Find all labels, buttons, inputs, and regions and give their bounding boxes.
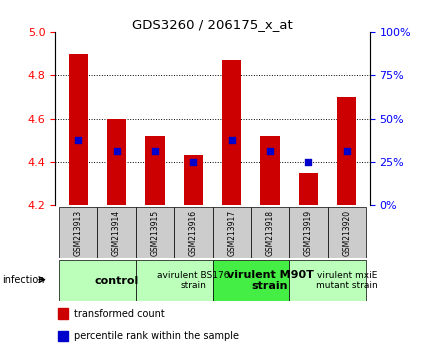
Bar bbox=[251, 207, 289, 258]
Text: GSM213913: GSM213913 bbox=[74, 210, 83, 256]
Text: control: control bbox=[94, 275, 139, 286]
Text: GSM213914: GSM213914 bbox=[112, 210, 121, 256]
Bar bbox=[136, 260, 212, 301]
Bar bbox=[59, 260, 136, 301]
Text: virulent M90T
strain: virulent M90T strain bbox=[227, 270, 314, 291]
Bar bbox=[58, 308, 68, 319]
Text: GSM213917: GSM213917 bbox=[227, 210, 236, 256]
Text: GSM213920: GSM213920 bbox=[342, 210, 351, 256]
Point bbox=[75, 137, 82, 143]
Bar bbox=[136, 207, 174, 258]
Bar bbox=[97, 207, 136, 258]
Title: GDS3260 / 206175_x_at: GDS3260 / 206175_x_at bbox=[132, 18, 293, 31]
Bar bbox=[145, 136, 164, 205]
Bar bbox=[184, 155, 203, 205]
Point bbox=[343, 148, 350, 154]
Point bbox=[190, 159, 197, 165]
Bar bbox=[59, 207, 97, 258]
Text: percentile rank within the sample: percentile rank within the sample bbox=[74, 331, 239, 341]
Bar bbox=[107, 119, 126, 205]
Bar bbox=[222, 60, 241, 205]
Point bbox=[305, 159, 312, 165]
Bar bbox=[212, 207, 251, 258]
Bar bbox=[289, 260, 366, 301]
Bar bbox=[58, 331, 68, 341]
Point bbox=[266, 148, 273, 154]
Bar bbox=[337, 97, 356, 205]
Bar bbox=[174, 207, 212, 258]
Text: GSM213919: GSM213919 bbox=[304, 210, 313, 256]
Text: GSM213915: GSM213915 bbox=[150, 210, 159, 256]
Text: transformed count: transformed count bbox=[74, 309, 165, 319]
Bar bbox=[212, 260, 289, 301]
Point bbox=[228, 137, 235, 143]
Bar bbox=[289, 207, 328, 258]
Bar bbox=[69, 53, 88, 205]
Bar bbox=[328, 207, 366, 258]
Text: infection: infection bbox=[2, 275, 45, 285]
Text: GSM213916: GSM213916 bbox=[189, 210, 198, 256]
Bar bbox=[261, 136, 280, 205]
Text: virulent mxiE
mutant strain: virulent mxiE mutant strain bbox=[316, 271, 378, 290]
Text: GSM213918: GSM213918 bbox=[266, 210, 275, 256]
Point bbox=[152, 148, 159, 154]
Text: avirulent BS176
strain: avirulent BS176 strain bbox=[157, 271, 230, 290]
Point bbox=[113, 148, 120, 154]
Bar bbox=[299, 173, 318, 205]
